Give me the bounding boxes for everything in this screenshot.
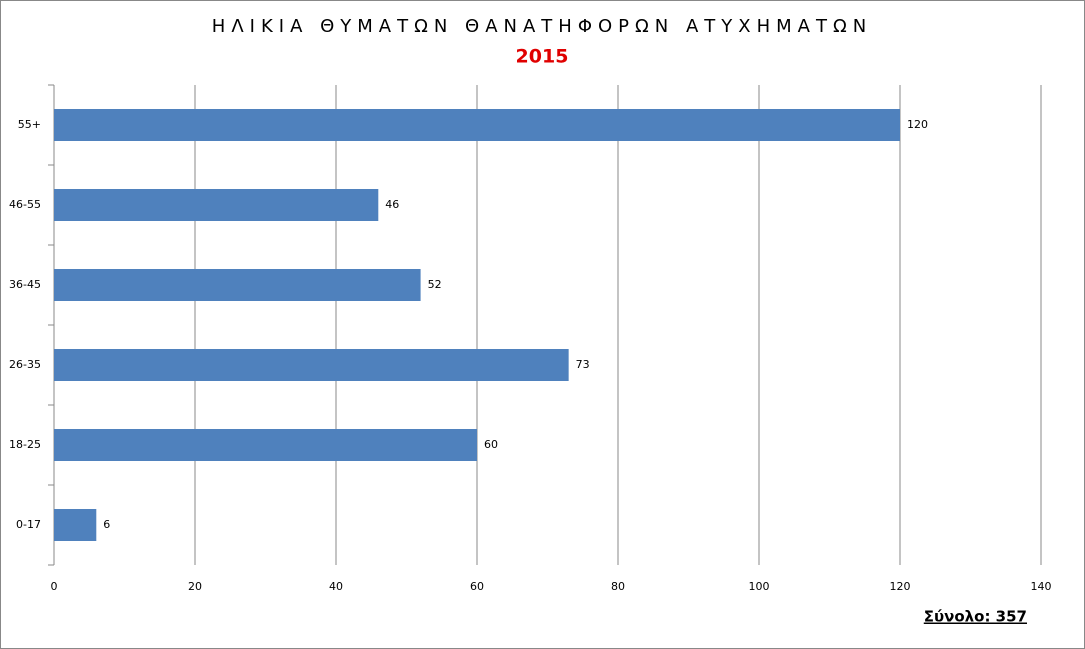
data-label: 60: [484, 438, 498, 451]
x-tick-label: 80: [611, 580, 625, 593]
chart-subtitle: 2015: [516, 46, 569, 68]
data-label: 52: [428, 278, 442, 291]
chart-title: ΗΛΙΚΙΑ ΘΥΜΑΤΩΝ ΘΑΝΑΤΗΦΟΡΩΝ ΑΤΥΧΗΜΑΤΩΝ: [212, 16, 872, 37]
bar: [54, 189, 379, 221]
x-tick-label: 40: [329, 580, 343, 593]
data-label: 73: [576, 358, 590, 371]
x-tick-label: 60: [470, 580, 484, 593]
total-annotation: Σύνολο: 357: [924, 608, 1027, 626]
y-tick-label: 36-45: [9, 278, 41, 291]
x-tick-label: 20: [188, 580, 202, 593]
y-tick-label: 46-55: [9, 198, 41, 211]
x-tick-label: 120: [890, 580, 911, 593]
bar: [54, 109, 900, 141]
x-tick-label: 140: [1031, 580, 1052, 593]
data-label: 120: [907, 118, 928, 131]
x-tick-label: 100: [749, 580, 770, 593]
data-label: 6: [103, 518, 110, 531]
y-tick-label: 18-25: [9, 438, 41, 451]
bar: [54, 429, 477, 461]
data-label: 46: [385, 198, 399, 211]
bar: [54, 509, 97, 541]
y-tick-label: 55+: [18, 118, 41, 131]
x-tick-label: 0: [51, 580, 58, 593]
bar: [54, 269, 421, 301]
y-tick-label: 26-35: [9, 358, 41, 371]
y-tick-label: 0-17: [16, 518, 41, 531]
bar: [54, 349, 569, 381]
